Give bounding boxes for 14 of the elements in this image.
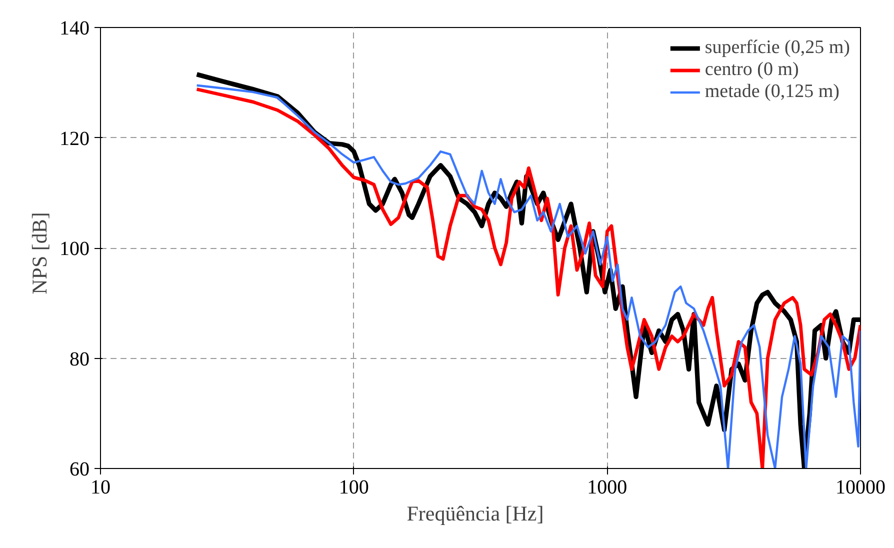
x-axis-title: Freqüência [Hz] bbox=[406, 502, 544, 526]
x-tick-label: 1000 bbox=[587, 476, 628, 498]
legend-label: superfície (0,25 m) bbox=[704, 37, 850, 59]
y-tick-label: 120 bbox=[60, 128, 90, 150]
x-tick-label: 10000 bbox=[836, 476, 886, 498]
legend-label: metade (0,125 m) bbox=[704, 81, 840, 103]
legend-label: centro (0 m) bbox=[704, 59, 799, 81]
y-tick-label: 80 bbox=[70, 348, 90, 370]
y-tick-label: 60 bbox=[70, 458, 90, 480]
x-tick-label: 100 bbox=[338, 476, 369, 498]
x-tick-label: 10 bbox=[90, 476, 110, 498]
y-axis-title: NPS [dB] bbox=[28, 212, 52, 294]
y-tick-label: 100 bbox=[60, 238, 90, 260]
y-tick-label: 140 bbox=[60, 18, 90, 40]
